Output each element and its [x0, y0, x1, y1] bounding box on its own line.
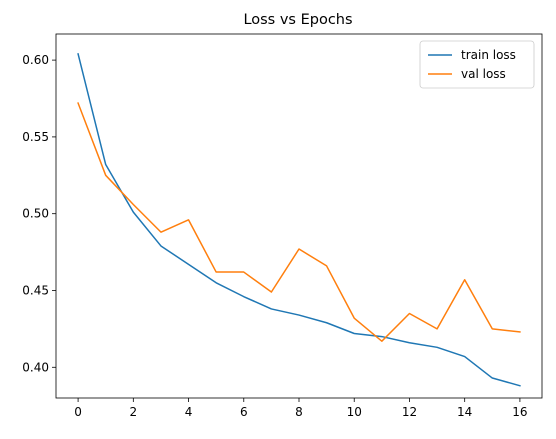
legend-label: train loss — [461, 48, 516, 62]
axes-frame — [55, 33, 543, 399]
y-tick-label: 0.50 — [22, 207, 49, 221]
x-tick-label: 14 — [457, 405, 472, 419]
x-tick-label: 6 — [240, 405, 248, 419]
series-layer — [77, 53, 521, 387]
x-tick-label: 10 — [347, 405, 362, 419]
x-tick-label: 16 — [512, 405, 527, 419]
series-line-train-loss — [77, 53, 521, 387]
y-tick-label: 0.55 — [22, 130, 49, 144]
x-tick-label: 12 — [402, 405, 417, 419]
x-tick-label: 4 — [185, 405, 193, 419]
legend-box — [419, 40, 535, 89]
x-axis: 0 2 4 6 8 10 12 14 16 — [74, 398, 528, 419]
legend: train loss val loss — [419, 40, 535, 89]
x-tick-label: 2 — [129, 405, 137, 419]
plot-area — [55, 33, 543, 399]
y-tick-label: 0.45 — [22, 283, 49, 297]
chart-title: Loss vs Epochs — [243, 12, 352, 28]
series-line-val-loss — [77, 102, 521, 342]
y-tick-label: 0.60 — [22, 53, 49, 67]
legend-label: val loss — [461, 67, 506, 81]
y-tick-label: 0.40 — [22, 360, 49, 374]
y-axis: 0.40 0.45 0.50 0.55 0.60 — [22, 53, 56, 374]
x-tick-label: 8 — [295, 405, 303, 419]
x-tick-label: 0 — [74, 405, 82, 419]
